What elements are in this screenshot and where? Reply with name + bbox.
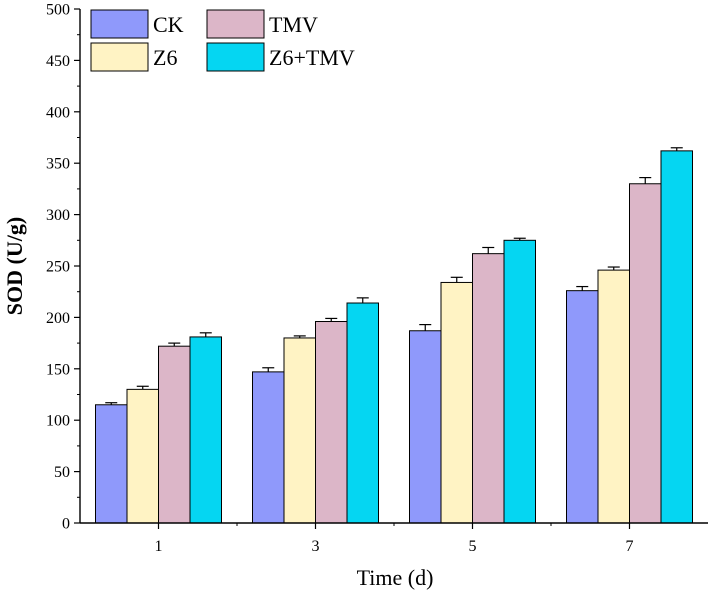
x-tick-label-5: 5 bbox=[469, 538, 477, 555]
legend-swatch-z6-tmv bbox=[206, 42, 265, 72]
bar-z6-day-1 bbox=[126, 388, 159, 524]
bar-z6-tmv-day-7 bbox=[660, 150, 693, 524]
legend-label-ck: CK bbox=[153, 12, 184, 37]
y-tick-label-350: 350 bbox=[46, 156, 70, 173]
bar-tmv-day-7 bbox=[629, 183, 662, 524]
bar-ck-day-3 bbox=[252, 371, 285, 524]
bar-ck-day-1 bbox=[95, 404, 128, 524]
bar-z6-day-7 bbox=[597, 269, 630, 524]
y-tick-label-100: 100 bbox=[46, 413, 70, 430]
bars-layer bbox=[95, 150, 693, 524]
y-tick-label-250: 250 bbox=[46, 259, 70, 276]
bar-z6-tmv-day-3 bbox=[346, 302, 379, 524]
legend: CK TMV Z6 Z6+TMV bbox=[90, 9, 355, 72]
error-bars-layer bbox=[105, 147, 683, 405]
x-tick-label-7: 7 bbox=[626, 538, 634, 555]
y-tick-label-50: 50 bbox=[54, 464, 70, 481]
y-tick-label-150: 150 bbox=[46, 361, 70, 378]
bar-ck-day-5 bbox=[409, 330, 442, 524]
y-tick-label-200: 200 bbox=[46, 310, 70, 327]
legend-label-z6: Z6 bbox=[153, 45, 177, 70]
bar-ck-day-7 bbox=[566, 290, 599, 524]
x-axis-title: Time (d) bbox=[357, 565, 434, 590]
bar-tmv-day-5 bbox=[472, 253, 505, 524]
x-tick-label-3: 3 bbox=[312, 538, 320, 555]
bar-z6-day-3 bbox=[283, 337, 316, 524]
ticks-layer: 0 50 100 150 200 250 300 350 400 450 500 1 3 5 7 bbox=[46, 2, 634, 556]
x-tick-label-1: 1 bbox=[155, 538, 163, 555]
y-tick-label-300: 300 bbox=[46, 207, 70, 224]
bar-tmv-day-3 bbox=[315, 321, 348, 524]
bar-z6-tmv-day-5 bbox=[503, 239, 536, 524]
legend-swatch-tmv bbox=[206, 9, 265, 39]
legend-swatch-ck bbox=[90, 9, 149, 39]
y-tick-label-500: 500 bbox=[46, 2, 70, 19]
y-tick-label-400: 400 bbox=[46, 104, 70, 121]
y-axis-title: SOD (U/g) bbox=[2, 217, 27, 315]
bar-z6-day-5 bbox=[440, 281, 473, 524]
bar-tmv-day-1 bbox=[158, 345, 191, 524]
y-tick-label-0: 0 bbox=[62, 516, 70, 533]
bar-z6-tmv-day-1 bbox=[189, 336, 222, 524]
y-tick-label-450: 450 bbox=[46, 53, 70, 70]
legend-swatch-z6 bbox=[90, 42, 149, 72]
legend-label-z6-tmv: Z6+TMV bbox=[269, 45, 355, 70]
legend-label-tmv: TMV bbox=[269, 12, 318, 37]
